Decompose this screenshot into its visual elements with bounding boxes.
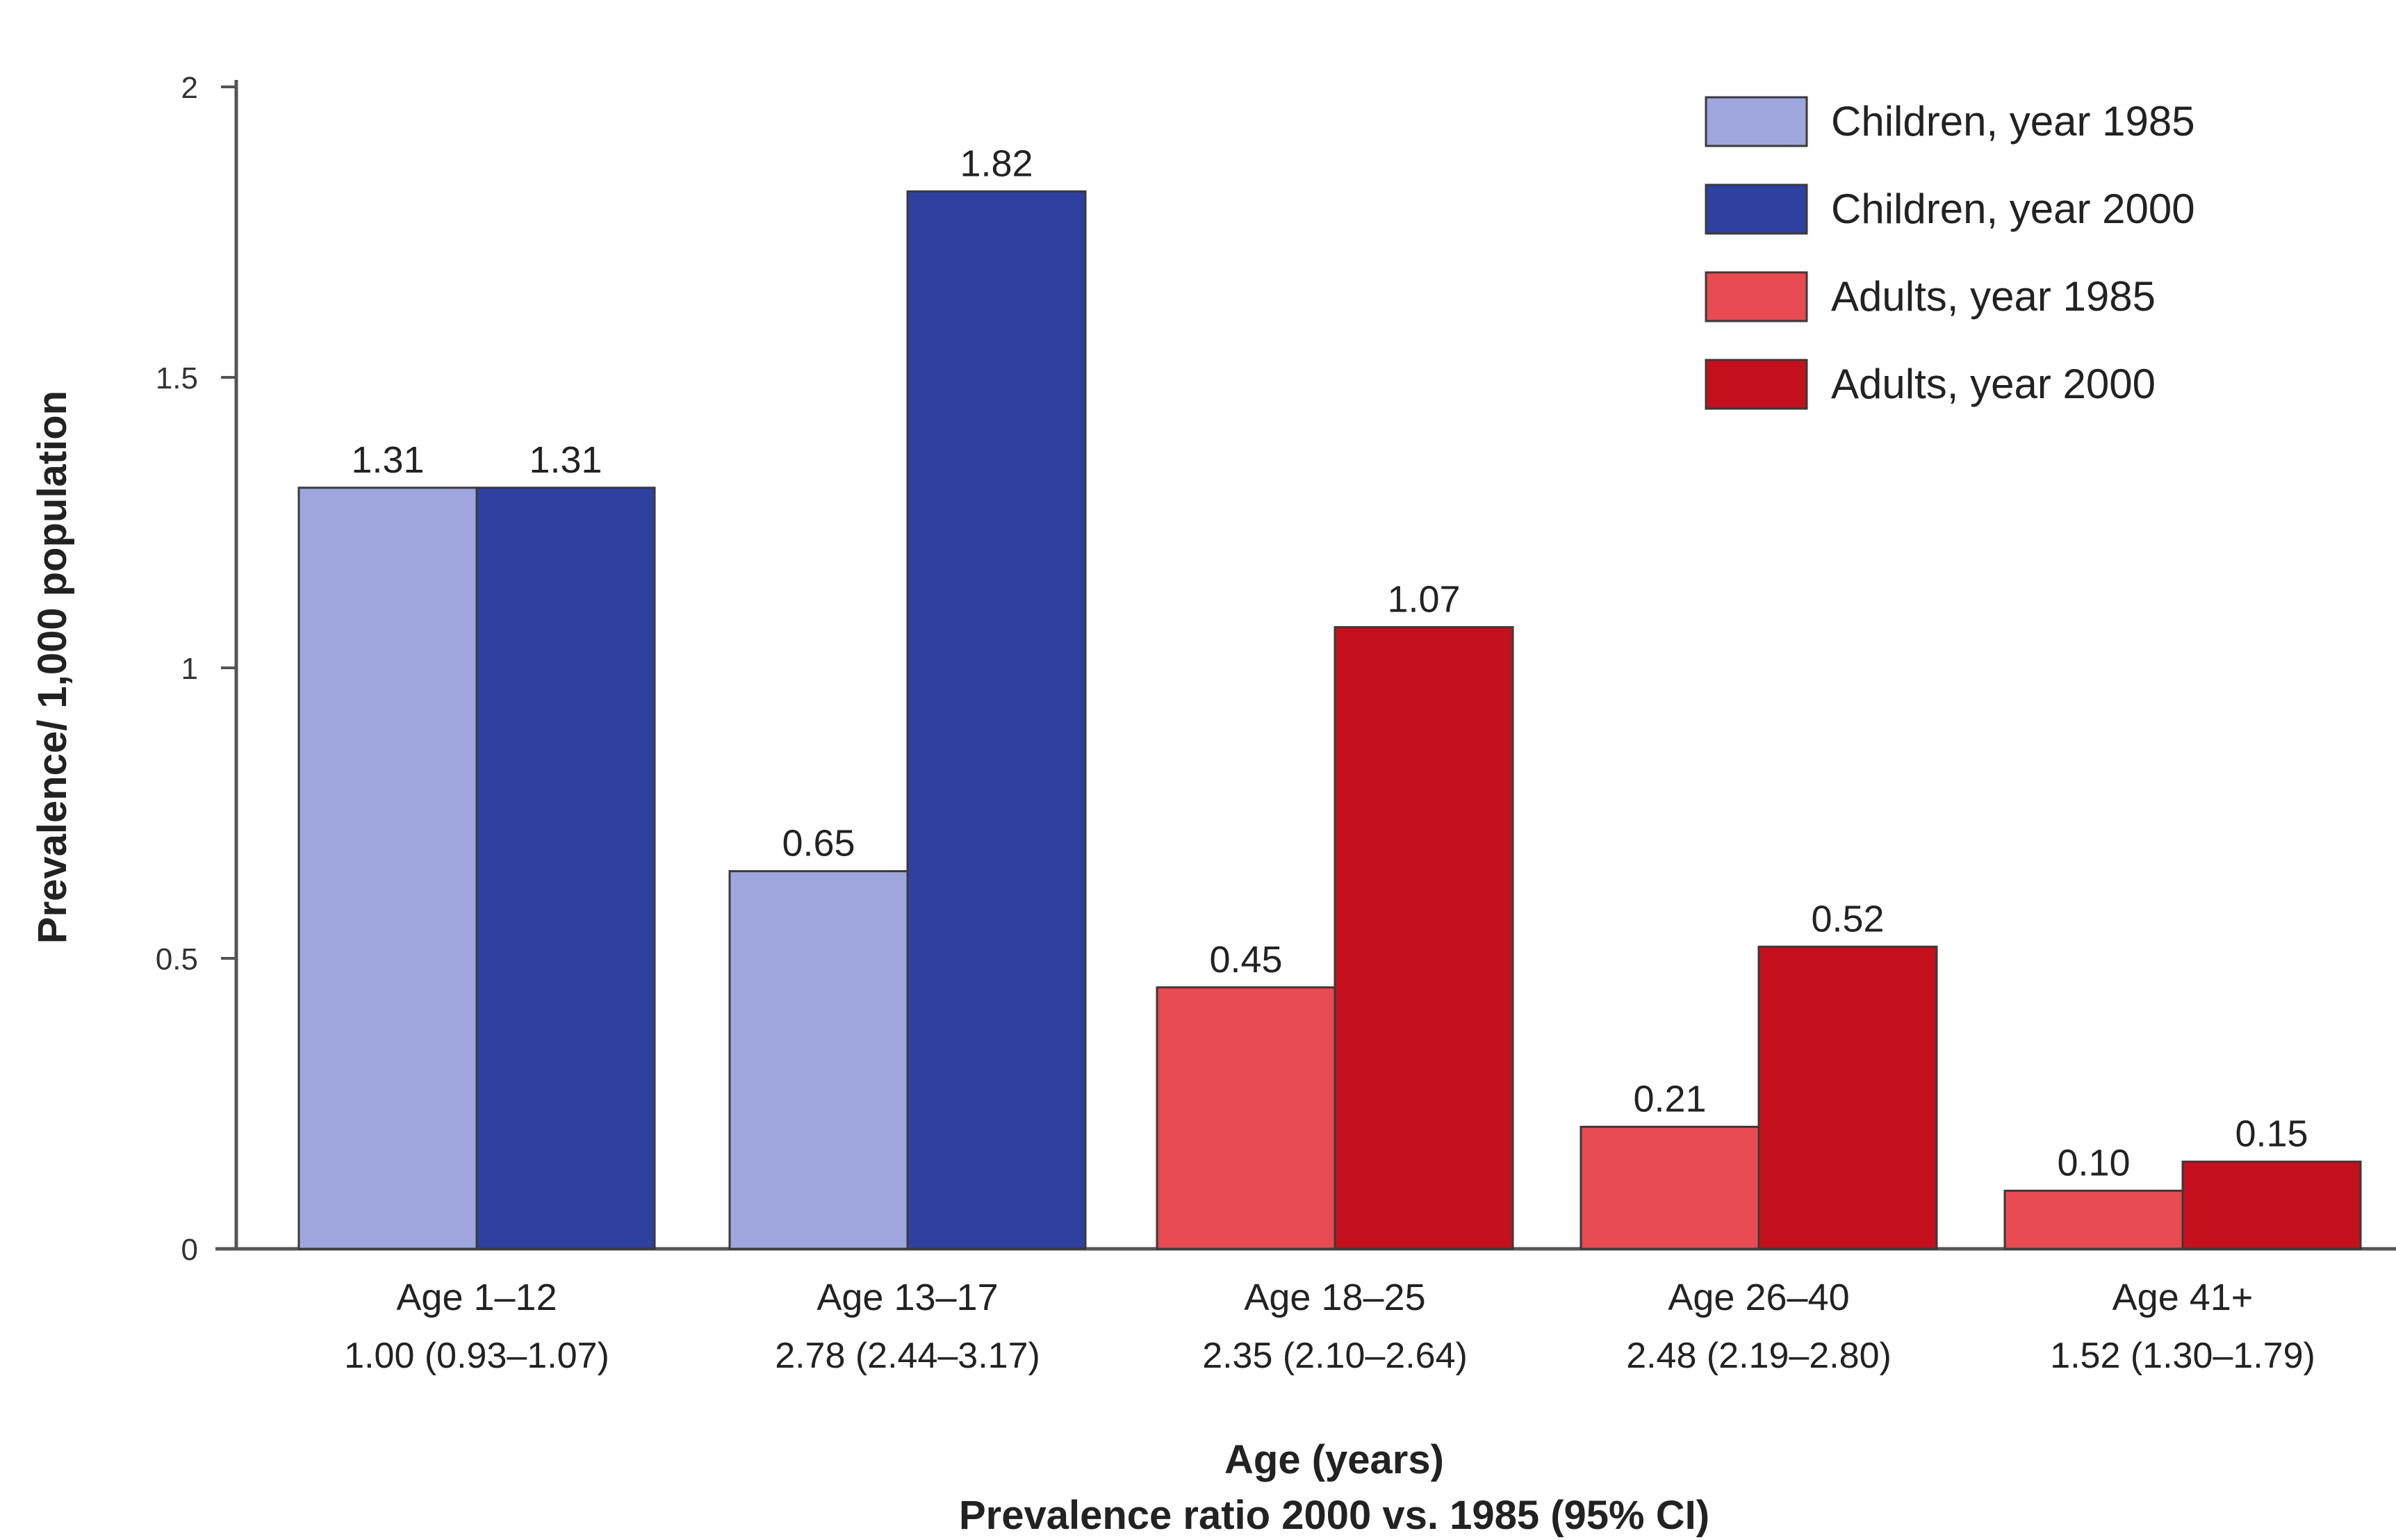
y-tick-label: 0.5 bbox=[156, 942, 198, 976]
bar bbox=[1334, 625, 1514, 1250]
prevalence-ratio-label: 2.78 (2.44–3.17) bbox=[775, 1336, 1040, 1376]
legend-label: Children, year 2000 bbox=[1831, 186, 2195, 232]
bar bbox=[2181, 1161, 2362, 1250]
bar-value-label: 1.31 bbox=[351, 439, 424, 481]
prevalence-ratio-label: 1.00 (0.93–1.07) bbox=[344, 1336, 609, 1376]
bar-value-label: 0.52 bbox=[1811, 898, 1884, 940]
bar-value-label: 0.21 bbox=[1633, 1078, 1706, 1120]
prevalence-ratio-label: 2.48 (2.19–2.80) bbox=[1626, 1336, 1892, 1376]
x-axis-title: Age (years) bbox=[1224, 1437, 1444, 1482]
bar-value-label: 1.31 bbox=[529, 439, 602, 481]
y-ticks: 0 0.5 1 1.5 2 bbox=[156, 71, 236, 1267]
x-category-label: Age 18–25 bbox=[1244, 1277, 1425, 1318]
x-category-label: Age 41+ bbox=[2112, 1277, 2254, 1318]
legend-label: Children, year 1985 bbox=[1831, 98, 2195, 145]
x-axis-subtitle: Prevalence ratio 2000 vs. 1985 (95% CI) bbox=[959, 1493, 1709, 1538]
y-tick-label: 1 bbox=[181, 652, 198, 686]
prevalence-ratio-label: 2.35 (2.10–2.64) bbox=[1202, 1336, 1468, 1376]
bar bbox=[906, 190, 1087, 1250]
bar bbox=[1156, 986, 1336, 1250]
bar-value-label: 1.07 bbox=[1387, 578, 1460, 620]
bar-value-label: 1.82 bbox=[960, 142, 1033, 184]
legend-label: Adults, year 2000 bbox=[1831, 361, 2156, 407]
bar bbox=[475, 486, 656, 1250]
bar bbox=[2003, 1189, 2184, 1250]
x-category-label: Age 13–17 bbox=[817, 1277, 998, 1318]
x-category-label: Age 26–40 bbox=[1668, 1277, 1849, 1318]
y-tick-label: 1.5 bbox=[156, 361, 198, 395]
value-labels: 1.31 1.31 0.65 1.82 0.45 1.07 0.21 0.52 0.10 0.15 bbox=[351, 142, 2308, 1183]
prevalence-ratio-label: 1.52 (1.30–1.79) bbox=[2050, 1336, 2315, 1376]
bar bbox=[1757, 945, 1938, 1250]
legend-swatch bbox=[1705, 271, 1808, 322]
x-category-labels: Age 1–12 1.00 (0.93–1.07) Age 13–17 2.78 (2… bbox=[344, 1277, 2315, 1376]
bar bbox=[728, 870, 909, 1250]
bar bbox=[1579, 1125, 1760, 1250]
legend-label: Adults, year 1985 bbox=[1831, 273, 2156, 320]
legend-swatch bbox=[1705, 359, 1808, 410]
bar-value-label: 0.10 bbox=[2057, 1142, 2130, 1183]
bar-value-label: 0.45 bbox=[1209, 939, 1282, 981]
bar bbox=[297, 486, 478, 1250]
bar-value-label: 0.65 bbox=[782, 823, 855, 865]
bar-value-label: 0.15 bbox=[2235, 1113, 2308, 1155]
x-category-label: Age 1–12 bbox=[396, 1277, 557, 1318]
y-tick-label: 2 bbox=[181, 71, 198, 105]
legend-swatch bbox=[1705, 183, 1808, 235]
bars bbox=[297, 190, 2362, 1250]
y-axis-title: Prevalence/ 1,000 population bbox=[30, 391, 75, 944]
legend: Children, year 1985 Children, year 2000 Ad… bbox=[1705, 96, 2195, 410]
legend-swatch bbox=[1705, 96, 1808, 147]
y-tick-label: 0 bbox=[181, 1233, 198, 1267]
